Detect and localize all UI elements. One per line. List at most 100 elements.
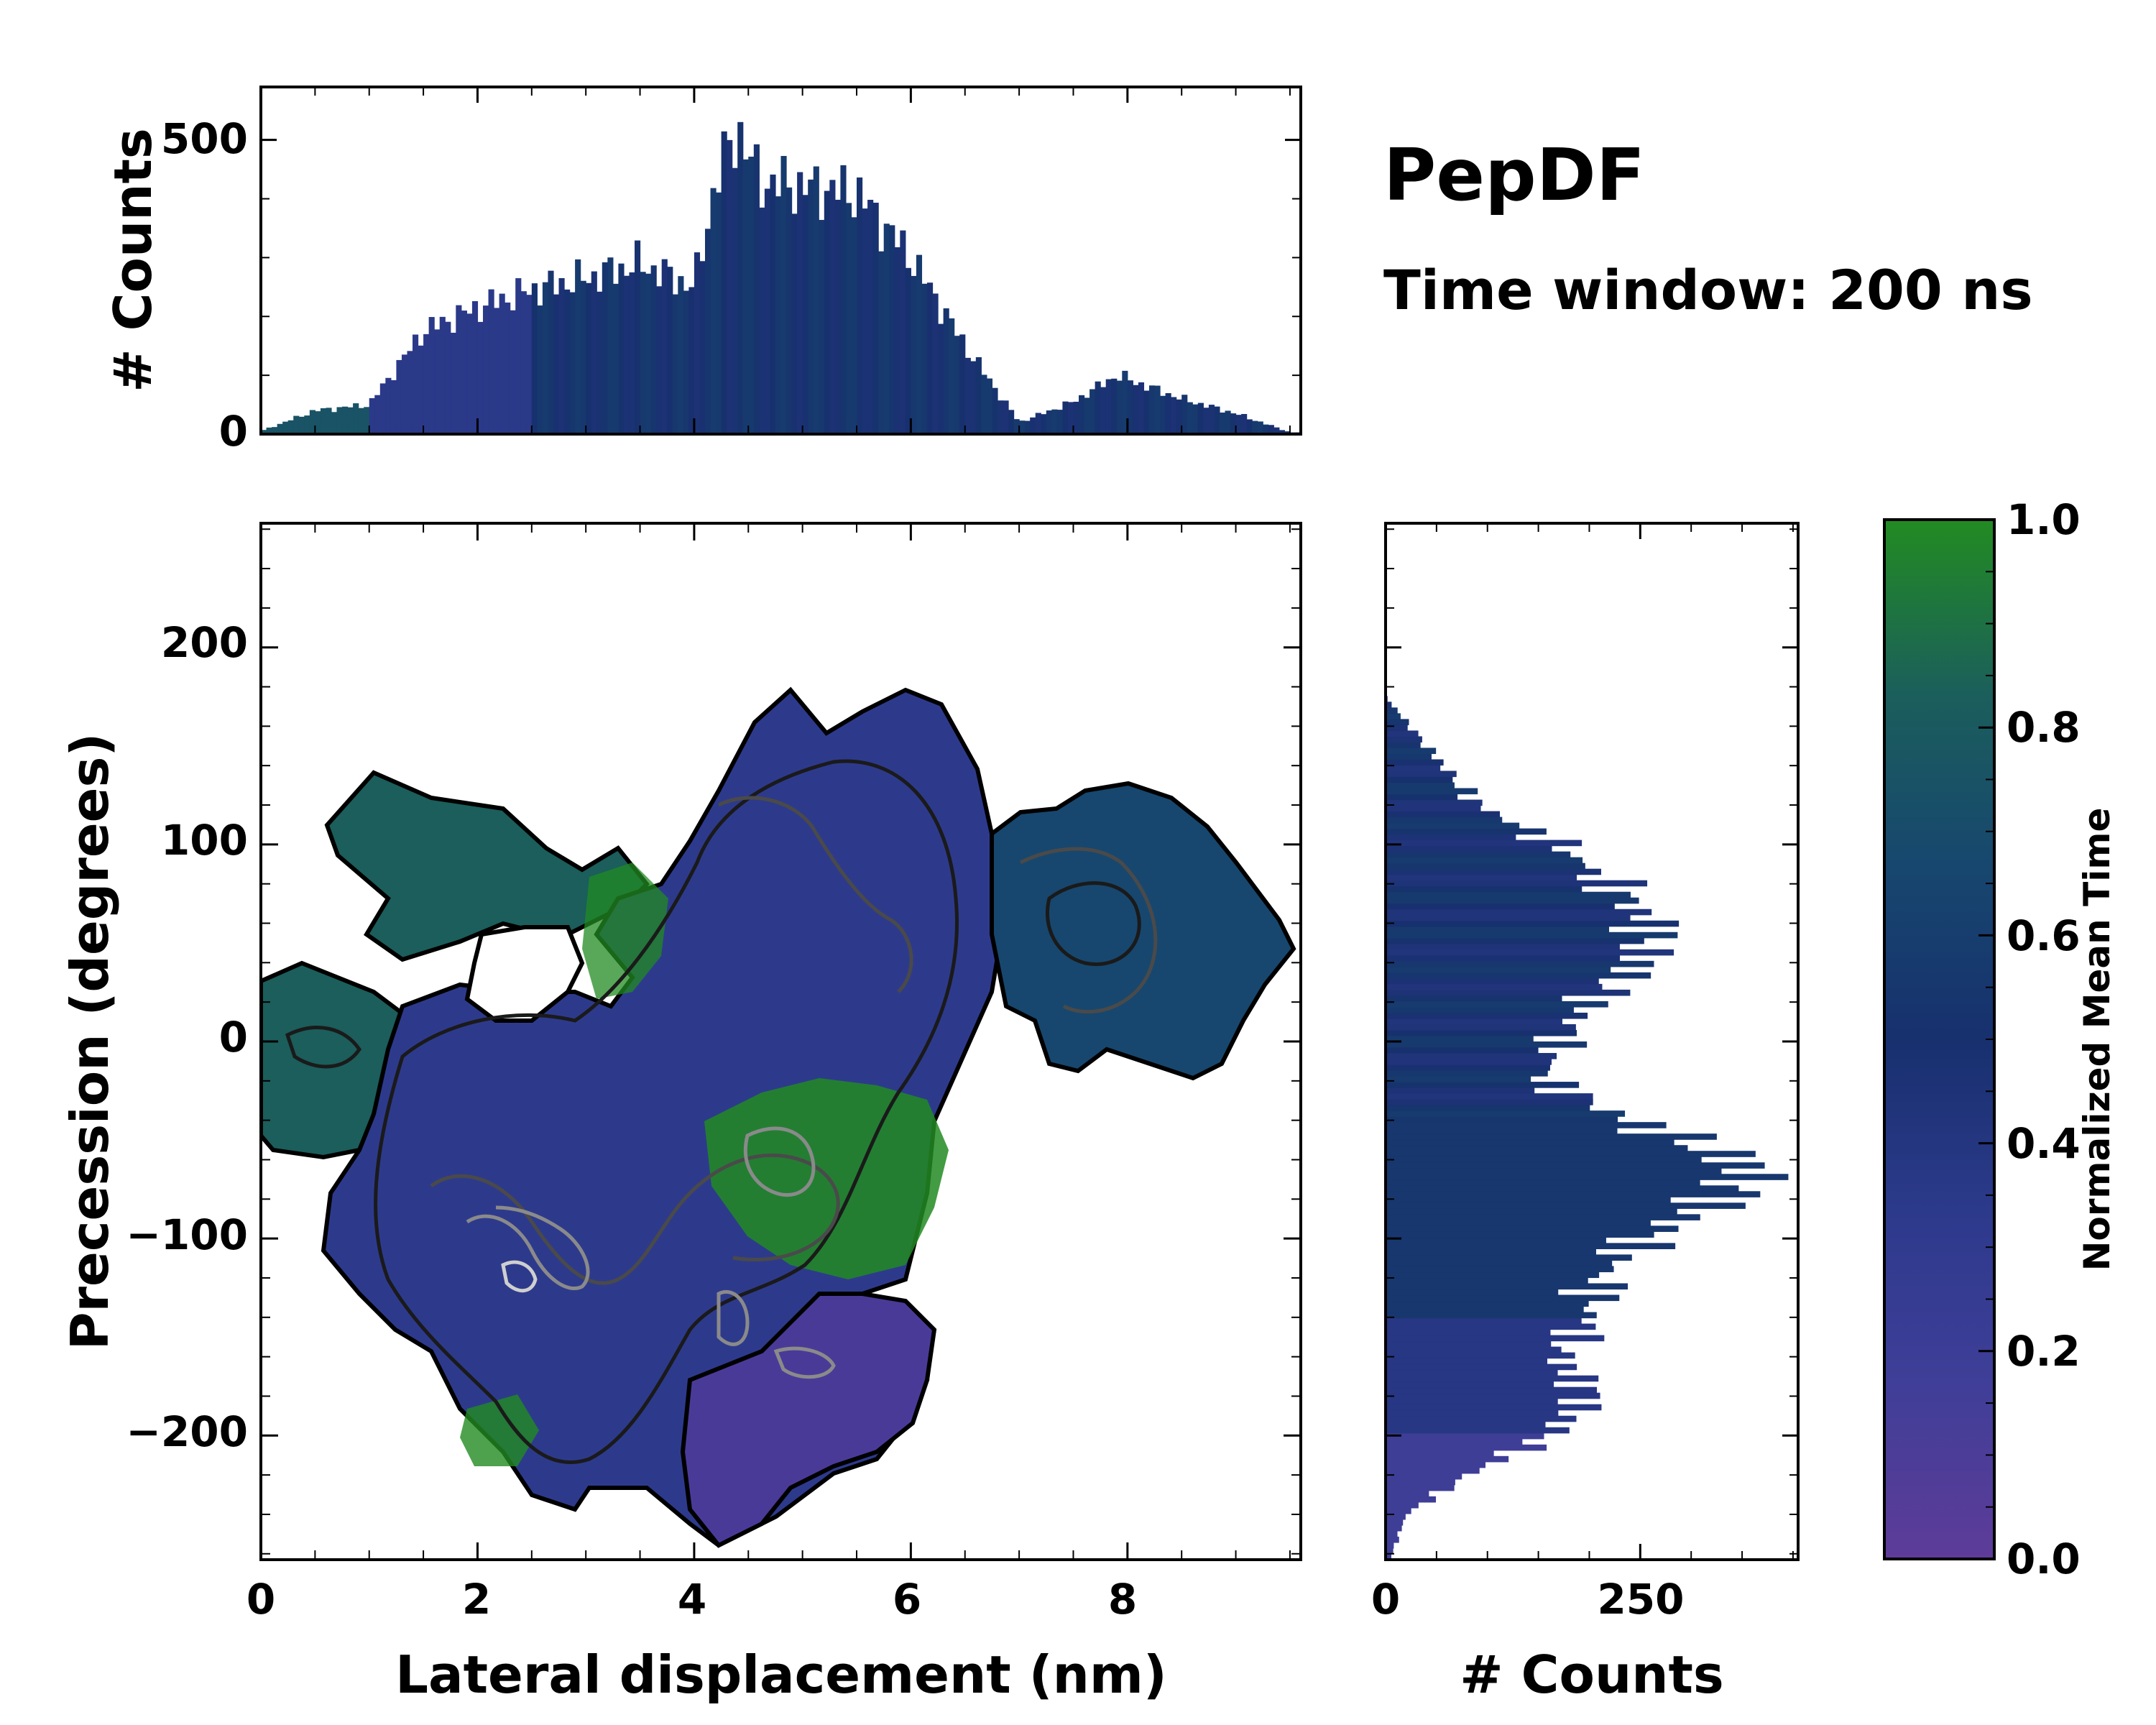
ytick-label-neg100: −100 [126,1210,248,1259]
right-bar [1386,1375,1599,1382]
top-bar [396,359,402,434]
top-bar [959,334,966,434]
top-bar [1203,408,1210,434]
top-bar [813,166,819,434]
top-bar [326,408,332,434]
right-bar [1386,1099,1593,1105]
top-bar [1056,410,1063,434]
top-bar [445,321,451,434]
top-bar [1268,425,1274,434]
top-bar [661,259,668,434]
top-bar [1225,410,1231,434]
top-bar [699,261,706,434]
right-bar [1386,1530,1398,1537]
top-bar [911,275,917,434]
right-bar [1386,816,1503,824]
right-bar [1386,1363,1577,1371]
right-bar [1386,1312,1597,1319]
top-bar [1051,409,1058,434]
top-bar [471,301,479,434]
right-bar [1386,1082,1580,1088]
top-histogram-ticks [259,87,1301,436]
top-bar [824,190,830,434]
top-bar [261,430,267,434]
colorbar-tick-label-0.0: 0.0 [2007,1535,2081,1583]
top-bar [358,408,364,434]
right-bar [1386,960,1654,967]
top-bar [635,240,641,434]
right-bar [1386,978,1599,985]
right-bar [1386,1473,1462,1480]
right-bar [1386,1490,1429,1497]
top-bar [1100,387,1107,434]
right-bar [1386,1128,1618,1134]
right-bar [1386,811,1501,818]
top-bar [434,329,441,434]
colorbar-gradient [1883,518,1996,1560]
top-bar [808,179,814,434]
right-bar [1386,1392,1600,1399]
top-bar [488,289,494,434]
right-xtick-label-250: 250 [1597,1575,1684,1624]
right-bar [1386,1110,1626,1117]
right-bar [1386,1220,1651,1226]
right-bar [1386,1243,1676,1249]
contour-left-1 [285,1026,362,1069]
top-bar [553,294,560,434]
top-bar [1122,370,1128,434]
top-bar [423,334,430,434]
top-histogram-frame [259,86,1302,436]
top-bar [716,192,722,434]
main-ylabel: Precession (degrees) [60,733,120,1351]
heatmap-regions [261,686,1296,1548]
top-bar [694,252,701,434]
top-bar [1138,382,1145,434]
right-bar [1386,1231,1654,1238]
right-bar [1386,1450,1494,1457]
top-bar [364,407,370,434]
top-bar [645,273,652,434]
top-bar [548,270,554,434]
top-bar [975,356,982,434]
top-bar [482,305,489,434]
top-bar [829,180,836,435]
top-bar [688,287,695,434]
right-bar [1386,1162,1765,1169]
right-bar [1386,1415,1577,1422]
colorbar: 1.0 0.8 0.6 0.4 0.2 0.0 Normalized Mean … [1883,495,2118,1583]
right-bar [1386,1214,1700,1220]
right-bar [1386,776,1453,783]
right-bar [1386,828,1547,835]
right-bar [1386,748,1437,755]
top-bar [867,199,874,434]
top-bar [1252,420,1258,434]
right-bar [1386,966,1611,973]
right-bar [1386,1271,1600,1279]
right-bar [1386,1237,1606,1243]
top-bar [374,395,381,434]
xtick-label-6: 6 [893,1575,921,1624]
top-bar [845,203,852,434]
right-bar [1386,1547,1393,1555]
top-bar [569,292,576,434]
contour-peak [501,1260,538,1293]
right-bar [1386,1386,1597,1394]
main-xlabel: Lateral displacement (nm) [395,1644,1167,1705]
top-bar [618,263,625,434]
right-bar [1386,736,1422,743]
right-bar [1386,1029,1577,1036]
right-bar [1386,805,1481,812]
right-bar [1386,707,1398,714]
right-bar [1386,759,1444,766]
right-bar [1386,949,1674,956]
top-bar [520,291,527,434]
right-bar [1386,822,1520,829]
right-bar [1386,1432,1544,1440]
top-bar [672,294,678,434]
right-bar [1386,874,1577,881]
right-bar [1386,1145,1688,1151]
right-bar [1386,1225,1679,1232]
top-bar [1235,415,1242,434]
top-histogram-ylabel: # Counts [103,128,163,392]
top-bar [938,323,944,434]
